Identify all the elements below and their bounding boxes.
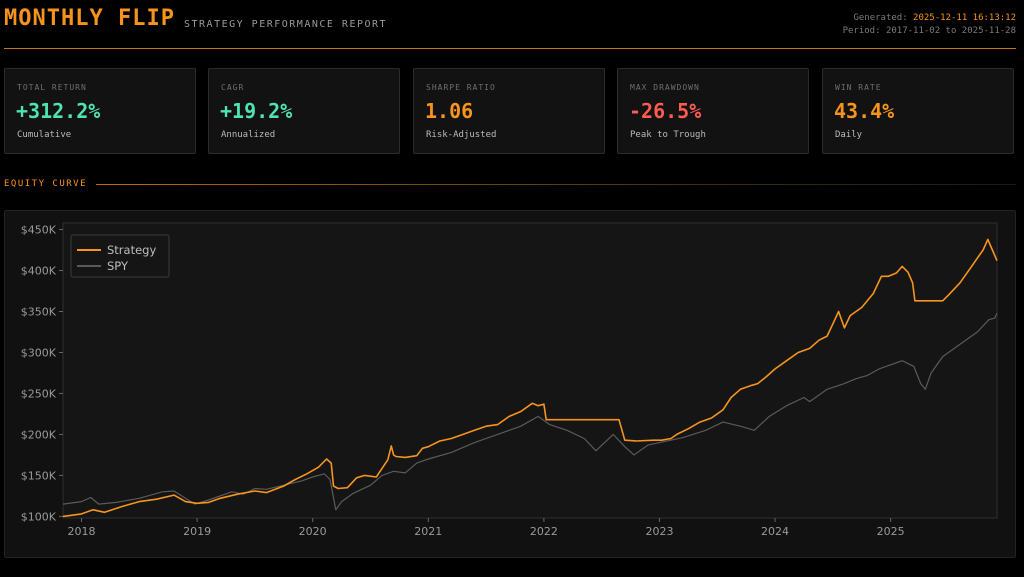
period-label: Period: (842, 26, 881, 36)
chart-lines (62, 238, 998, 518)
card-label: SHARPE RATIO (426, 83, 496, 92)
section-title: EQUITY CURVE (4, 179, 88, 189)
card-label: CAGR (221, 83, 245, 92)
total-return-card: TOTAL RETURN +312.2% Cumulative (4, 68, 196, 154)
cagr-card: CAGR +19.2% Annualized (208, 68, 400, 154)
card-label: TOTAL RETURN (17, 83, 87, 92)
y-tick-label: $400K (21, 265, 57, 278)
y-tick-label: $350K (21, 306, 57, 319)
y-tick-label: $300K (21, 346, 57, 359)
x-tick-label: 2025 (877, 525, 905, 538)
max-drawdown-card: MAX DRAWDOWN -26.5% Peak to Trough (617, 68, 809, 154)
y-tick-label: $250K (21, 387, 57, 400)
section-divider (96, 184, 1016, 185)
y-tick-label: $200K (21, 428, 57, 441)
report-title: MONTHLY FLIP (4, 6, 175, 31)
equity-chart: $100K $150K $200K $250K $300K $350K $400K $450K… (21, 222, 998, 538)
x-tick-label: 2019 (183, 525, 211, 538)
chart-axes: $100K $150K $200K $250K $300K $350K $400K $450K… (21, 222, 998, 538)
report-header: MONTHLY FLIP STRATEGY PERFORMANCE REPORT… (0, 0, 1016, 48)
sharpe-ratio-card: SHARPE RATIO 1.06 Risk-Adjusted (413, 68, 605, 154)
legend-label: Strategy (107, 243, 156, 257)
generated-label: Generated: (853, 13, 908, 23)
card-value: 1.06 (425, 99, 474, 123)
x-tick-label: 2023 (645, 525, 673, 538)
card-label: WIN RATE (835, 83, 882, 92)
y-tick-label: $100K (21, 510, 57, 523)
x-tick-label: 2020 (299, 525, 327, 538)
equity-chart-panel: $100K $150K $200K $250K $300K $350K $400K $450K… (4, 210, 1016, 558)
generated-value: 2025-12-11 16:13:12 (913, 13, 1016, 23)
card-caption: Daily (835, 130, 863, 140)
win-rate-card: WIN RATE 43.4% Daily (822, 68, 1014, 154)
strategy-series-line (62, 238, 998, 518)
period-value: 2017-11-02 to 2025-11-28 (885, 26, 1016, 36)
x-tick-label: 2018 (67, 525, 95, 538)
header-divider (4, 48, 1016, 49)
card-value: 43.4% (834, 99, 895, 123)
report-meta: Generated: 2025-12-11 16:13:12 Period: 2… (843, 12, 1016, 38)
x-tick-label: 2021 (414, 525, 442, 538)
card-caption: Peak to Trough (630, 130, 706, 140)
x-tick-label: 2022 (530, 525, 558, 538)
x-tick-label: 2024 (761, 525, 789, 538)
y-tick-label: $450K (21, 224, 57, 237)
report-subtitle: STRATEGY PERFORMANCE REPORT (184, 19, 388, 30)
card-caption: Cumulative (17, 130, 72, 140)
legend-label: SPY (107, 259, 129, 273)
card-caption: Annualized (221, 130, 276, 140)
card-value: +19.2% (220, 99, 293, 123)
y-tick-label: $150K (21, 469, 57, 482)
plot-area (62, 222, 998, 519)
card-label: MAX DRAWDOWN (630, 83, 700, 92)
chart-legend: Strategy SPY (70, 234, 170, 278)
card-value: +312.2% (16, 99, 101, 123)
card-caption: Risk-Adjusted (426, 130, 497, 140)
spy-series-line (62, 312, 998, 511)
card-value: -26.5% (629, 99, 702, 123)
